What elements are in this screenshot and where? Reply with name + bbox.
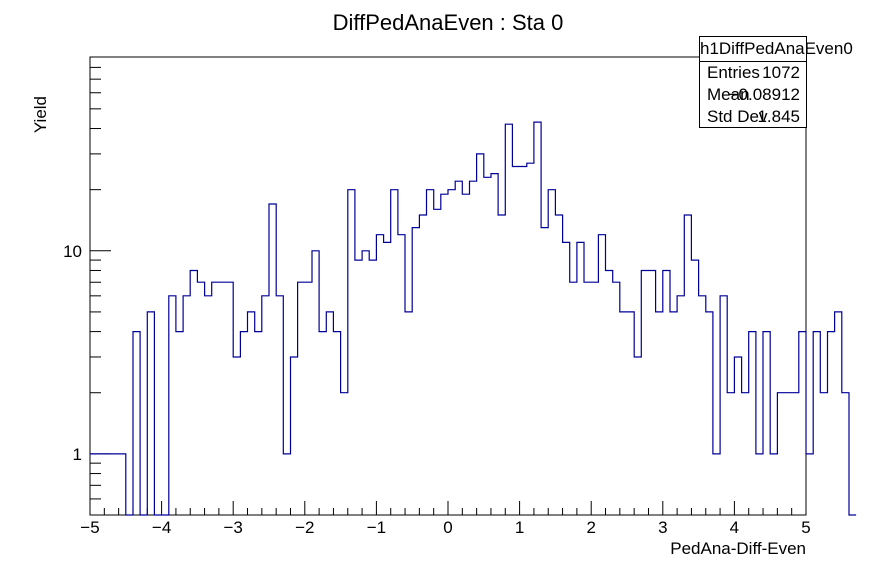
chart-title: DiffPedAnaEven : Sta 0 — [333, 10, 564, 35]
x-tick-label: 5 — [801, 518, 810, 537]
y-tick-label: 1 — [73, 445, 82, 464]
stats-entries-value: 1072 — [762, 63, 800, 82]
x-tick-label: −2 — [295, 518, 314, 537]
x-tick-label: 0 — [443, 518, 452, 537]
y-axis-label: Yield — [31, 96, 50, 133]
stats-row-entries: Entries 1072 — [700, 62, 806, 84]
y-tick-label: 10 — [63, 242, 82, 261]
x-tick-label: 3 — [658, 518, 667, 537]
x-tick-label: 4 — [730, 518, 739, 537]
stats-row-stddev: Std Dev 1.845 — [700, 106, 806, 128]
stats-box: h1DiffPedAnaEven0 Entries 1072 Mean −0.0… — [699, 36, 853, 128]
stats-stddev-value: 1.845 — [757, 107, 800, 126]
stats-entries-label: Entries — [707, 63, 760, 82]
x-tick-label: 2 — [586, 518, 595, 537]
stats-mean-label: Mean — [707, 85, 750, 104]
x-tick-label: −5 — [80, 518, 99, 537]
stats-mean-value: −0.08912 — [728, 85, 800, 104]
stats-stddev-label: Std Dev — [707, 107, 768, 126]
stats-title: h1DiffPedAnaEven0 — [700, 37, 853, 62]
x-tick-label: −3 — [224, 518, 243, 537]
x-axis-label: PedAna-Diff-Even — [670, 539, 806, 558]
x-tick-label: −1 — [367, 518, 386, 537]
stats-row-mean: Mean −0.08912 — [700, 84, 806, 106]
histogram-line — [90, 121, 857, 516]
x-tick-label: −4 — [152, 518, 171, 537]
axis-tick-labels: −5 −4 −3 −2 −1 0 1 2 3 4 5 1 10 — [63, 242, 811, 537]
x-tick-label: 1 — [515, 518, 524, 537]
